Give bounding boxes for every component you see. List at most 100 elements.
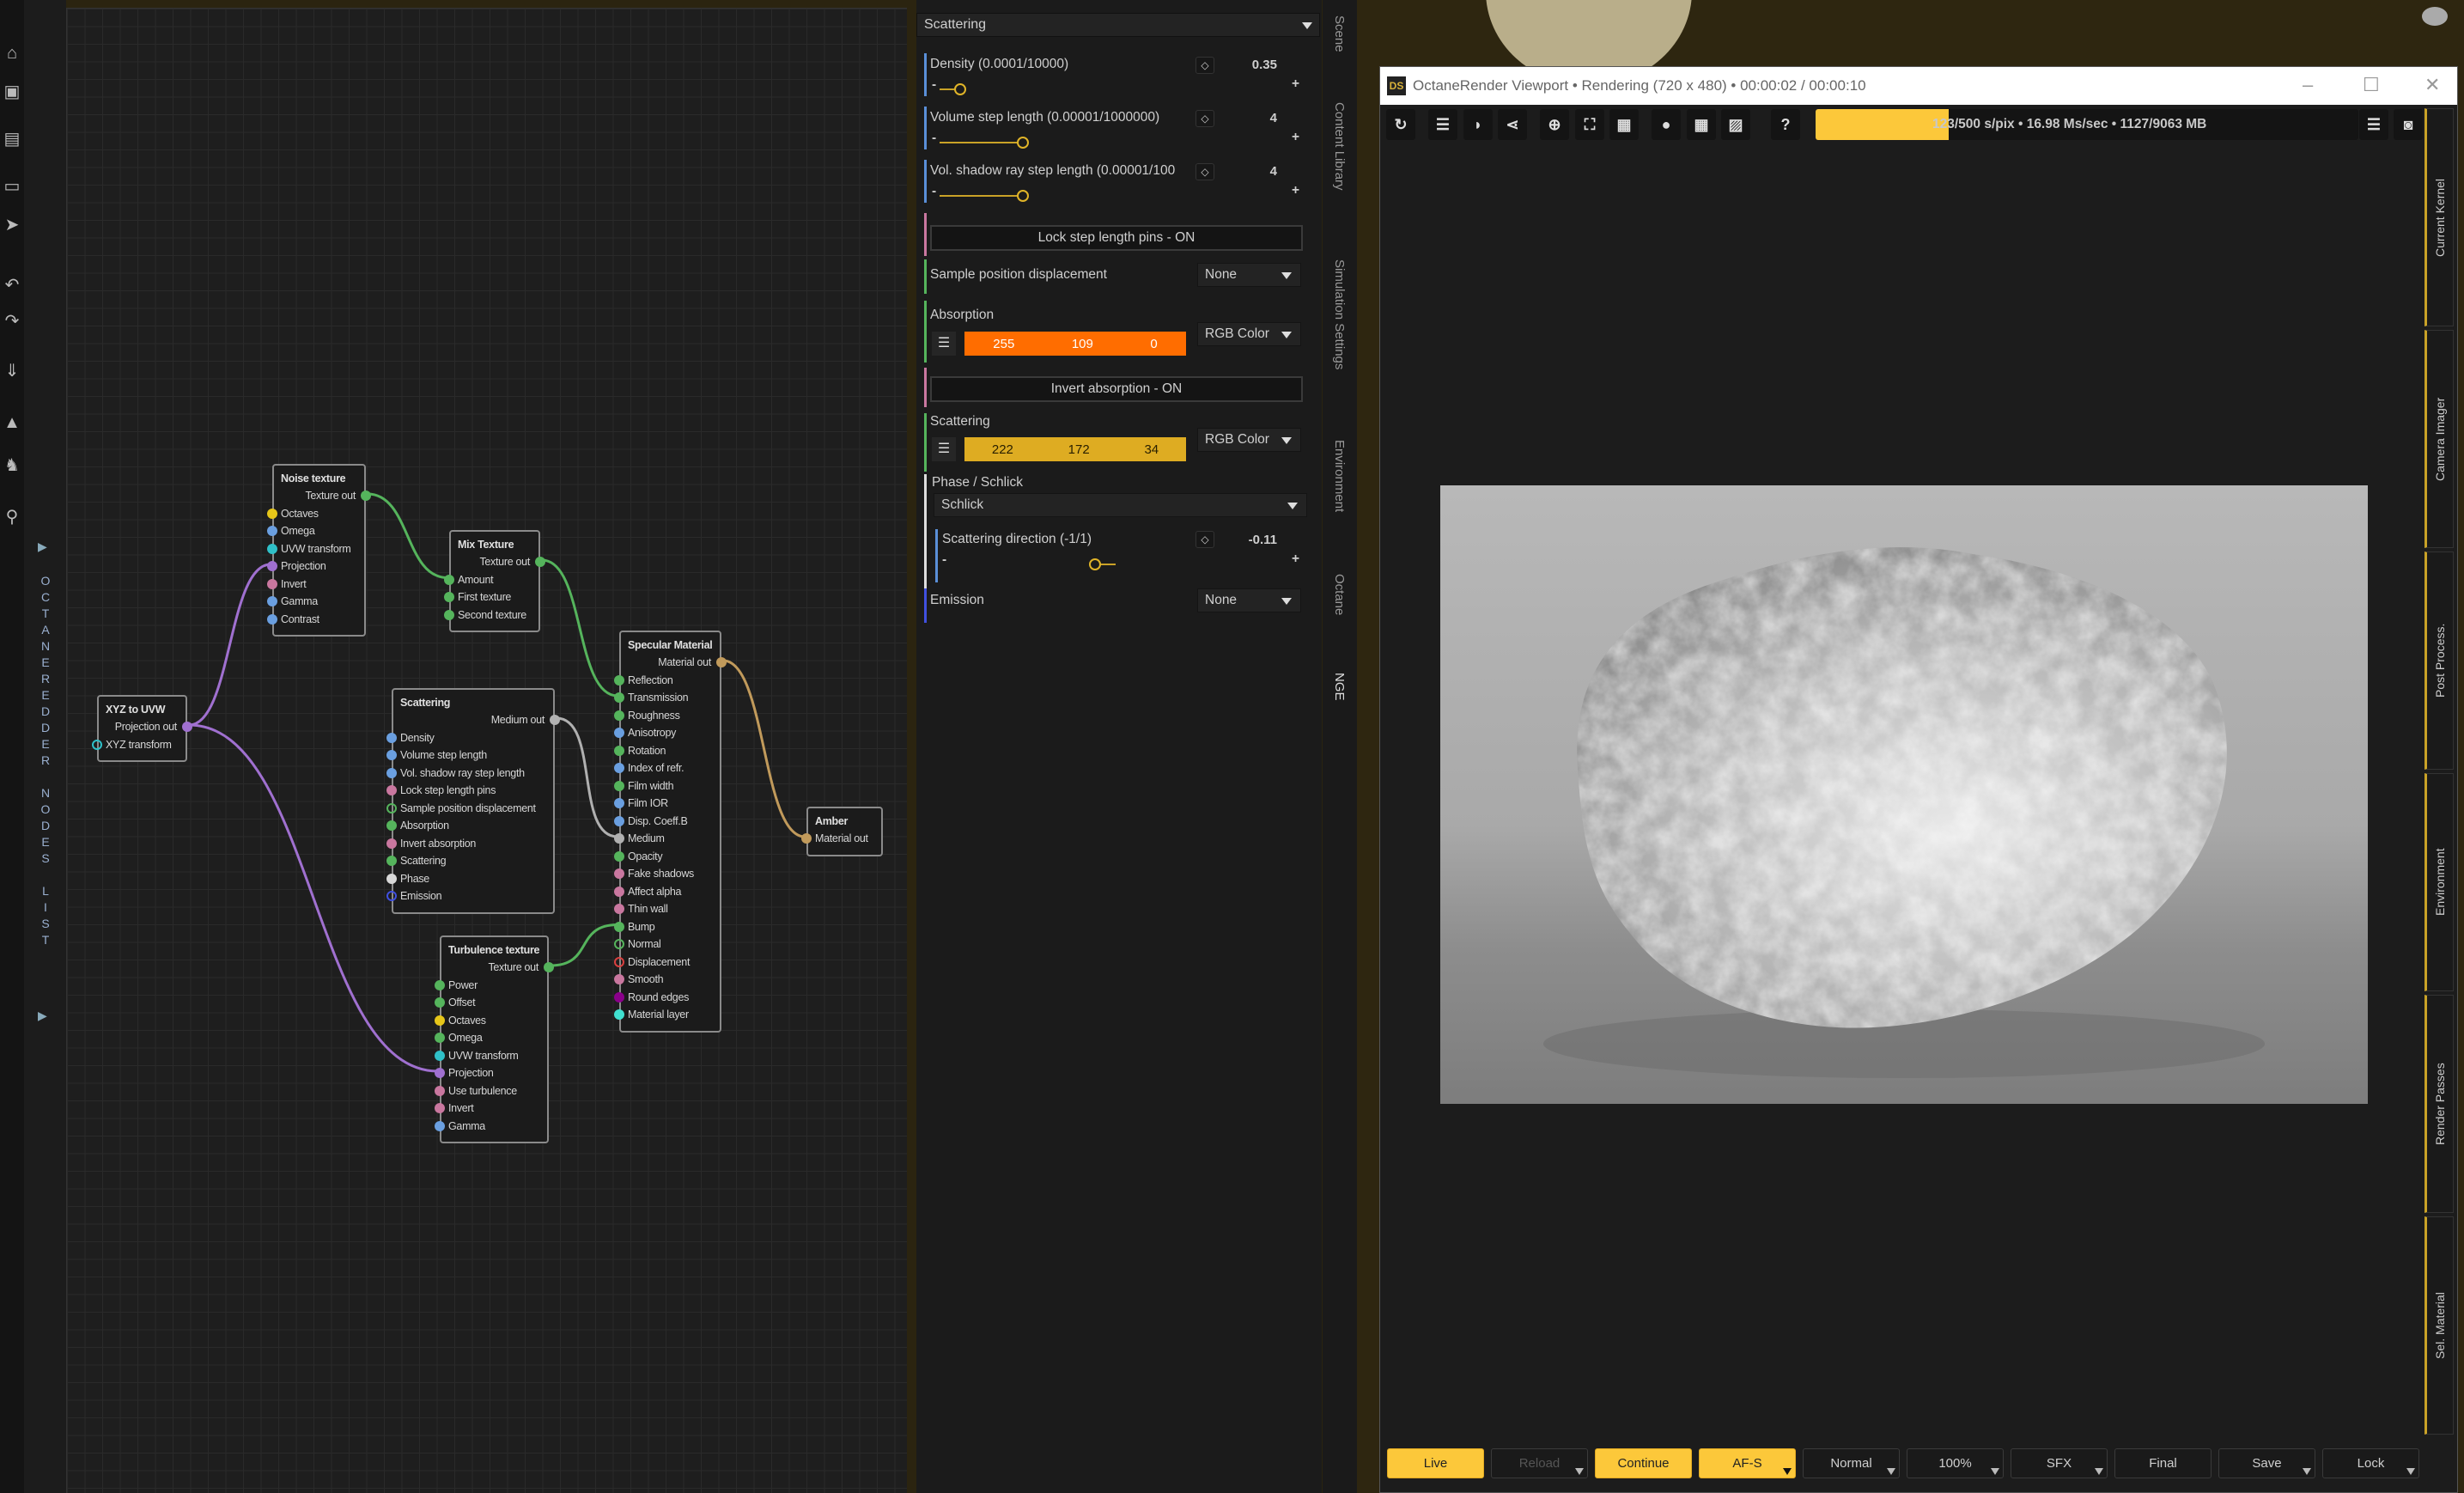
reload-button[interactable]: Reload bbox=[1491, 1448, 1588, 1478]
download-s-icon[interactable]: ⇓ bbox=[4, 362, 20, 381]
list-icon[interactable]: ☰ bbox=[932, 332, 956, 356]
crosshair-icon[interactable]: ⊕ bbox=[1540, 109, 1569, 140]
plus-icon[interactable]: + bbox=[1292, 130, 1300, 144]
input-port[interactable] bbox=[386, 891, 397, 901]
side-tab-octane[interactable]: Octane bbox=[1332, 574, 1347, 616]
figure-icon[interactable]: ♞ bbox=[4, 456, 20, 475]
save-button[interactable]: Save bbox=[2218, 1448, 2315, 1478]
grid4-icon[interactable]: ▦ bbox=[1609, 109, 1639, 140]
render-tab-current-kernel[interactable]: Current Kernel bbox=[2424, 108, 2454, 326]
input-port[interactable] bbox=[435, 1103, 445, 1113]
emission-dropdown[interactable]: None bbox=[1197, 588, 1301, 612]
input-port[interactable] bbox=[614, 991, 624, 1002]
input-port[interactable] bbox=[435, 979, 445, 990]
output-port[interactable] bbox=[361, 491, 371, 501]
close-button[interactable]: ✕ bbox=[2424, 74, 2441, 95]
image-icon[interactable]: ▨ bbox=[1721, 109, 1750, 140]
red-value[interactable]: 255 bbox=[993, 336, 1015, 351]
input-port[interactable] bbox=[614, 745, 624, 756]
input-port[interactable] bbox=[614, 710, 624, 721]
input-port[interactable] bbox=[267, 578, 277, 589]
input-port[interactable] bbox=[267, 543, 277, 554]
input-port[interactable] bbox=[444, 592, 454, 602]
node-amber[interactable]: Amber Material out bbox=[801, 807, 883, 856]
input-port[interactable] bbox=[614, 1009, 624, 1020]
input-port[interactable] bbox=[614, 850, 624, 862]
keyframe-diamond-icon[interactable]: ◇ bbox=[1195, 163, 1214, 180]
section-dropdown[interactable]: Scattering bbox=[916, 13, 1320, 37]
input-port[interactable] bbox=[614, 921, 624, 932]
normal-button[interactable]: Normal bbox=[1803, 1448, 1900, 1478]
minus-icon[interactable]: - bbox=[932, 77, 937, 92]
title-bar[interactable]: DS OctaneRender Viewport • Rendering (72… bbox=[1380, 67, 2457, 105]
volume-step-value[interactable]: 4 bbox=[1269, 111, 1277, 125]
node-list-strip[interactable]: ▶ OCTANEREDDER NODES LIST ▶ bbox=[24, 0, 66, 1493]
camera-icon[interactable]: ◙ bbox=[2394, 109, 2423, 140]
input-port[interactable] bbox=[614, 692, 624, 703]
output-port[interactable] bbox=[550, 715, 560, 725]
list-arrow-icon[interactable]: ☰ bbox=[1428, 109, 1457, 140]
scattering-mode-dropdown[interactable]: RGB Color bbox=[1197, 428, 1301, 452]
green-value[interactable]: 172 bbox=[1068, 442, 1090, 457]
input-port[interactable] bbox=[801, 833, 812, 844]
input-port[interactable] bbox=[614, 868, 624, 879]
node-turbulence[interactable]: Turbulence texture Texture out Power Offset… bbox=[435, 935, 554, 1143]
input-port[interactable] bbox=[614, 815, 624, 826]
input-port[interactable] bbox=[614, 886, 624, 897]
input-port[interactable] bbox=[435, 1050, 445, 1061]
absorption-mode-dropdown[interactable]: RGB Color bbox=[1197, 322, 1301, 346]
slider-knob[interactable] bbox=[1017, 190, 1030, 202]
input-port[interactable] bbox=[444, 609, 454, 620]
refresh-icon[interactable]: ↻ bbox=[1386, 109, 1415, 140]
density-value[interactable]: 0.35 bbox=[1251, 58, 1277, 72]
input-port[interactable] bbox=[435, 1085, 445, 1096]
input-port[interactable] bbox=[267, 613, 277, 625]
lock-button[interactable]: Lock bbox=[2322, 1448, 2419, 1478]
input-port[interactable] bbox=[435, 1120, 445, 1131]
slider-knob[interactable] bbox=[954, 83, 967, 95]
list-icon[interactable]: ☰ bbox=[2359, 109, 2388, 140]
expand-arrow-icon[interactable]: ▶ bbox=[38, 1009, 47, 1022]
input-port[interactable] bbox=[444, 574, 454, 585]
slider-knob[interactable] bbox=[1017, 137, 1030, 149]
minus-icon[interactable]: - bbox=[932, 131, 937, 145]
node-specular[interactable]: Specular Material Material out Reflection T… bbox=[614, 631, 727, 1033]
expand-arrow-icon[interactable]: ▶ bbox=[38, 539, 47, 553]
camera-orb-icon[interactable] bbox=[2422, 7, 2448, 26]
input-port[interactable] bbox=[267, 508, 277, 519]
input-port[interactable] bbox=[386, 873, 397, 884]
dropdown-arrow-icon[interactable] bbox=[1783, 1468, 1792, 1475]
input-port[interactable] bbox=[386, 750, 397, 760]
side-tab-nge[interactable]: NGE bbox=[1332, 673, 1347, 701]
dropdown-arrow-icon[interactable] bbox=[1575, 1468, 1584, 1475]
save-icon[interactable]: ▣ bbox=[3, 82, 21, 101]
pick-icon[interactable]: ◗ bbox=[1463, 109, 1493, 140]
minus-icon[interactable]: - bbox=[942, 552, 947, 567]
render-tab-environment[interactable]: Environment bbox=[2424, 773, 2454, 991]
pose-icon[interactable]: ⚲ bbox=[5, 508, 19, 527]
output-port[interactable] bbox=[544, 962, 554, 972]
render-tab-post-process-[interactable]: Post Process. bbox=[2424, 551, 2454, 770]
input-port[interactable] bbox=[267, 526, 277, 536]
input-port[interactable] bbox=[386, 732, 397, 743]
side-tab-simulation-settings[interactable]: Simulation Settings bbox=[1332, 259, 1347, 370]
side-tab-content-library[interactable]: Content Library bbox=[1332, 102, 1347, 191]
help-icon[interactable]: ? bbox=[1771, 109, 1800, 140]
sample-displacement-dropdown[interactable]: None bbox=[1197, 263, 1301, 287]
input-port[interactable] bbox=[614, 833, 624, 844]
share-icon[interactable]: ⋖ bbox=[1498, 109, 1527, 140]
side-tab-environment[interactable]: Environment bbox=[1332, 440, 1347, 513]
node-noise[interactable]: Noise texture Texture out Octaves Omega UVW … bbox=[267, 464, 371, 637]
forward-icon[interactable]: ➤ bbox=[4, 216, 20, 235]
minus-icon[interactable]: - bbox=[932, 184, 937, 198]
dropdown-arrow-icon[interactable] bbox=[1991, 1468, 1999, 1475]
keyframe-diamond-icon[interactable]: ◇ bbox=[1195, 531, 1214, 548]
new-file-icon[interactable]: ▭ bbox=[3, 177, 21, 196]
scattering-color-field[interactable]: 222 172 34 bbox=[964, 437, 1186, 461]
input-port[interactable] bbox=[386, 838, 397, 849]
output-port[interactable] bbox=[182, 722, 192, 732]
input-port[interactable] bbox=[92, 739, 102, 750]
input-port[interactable] bbox=[614, 956, 624, 967]
input-port[interactable] bbox=[614, 904, 624, 914]
input-port[interactable] bbox=[267, 561, 277, 571]
